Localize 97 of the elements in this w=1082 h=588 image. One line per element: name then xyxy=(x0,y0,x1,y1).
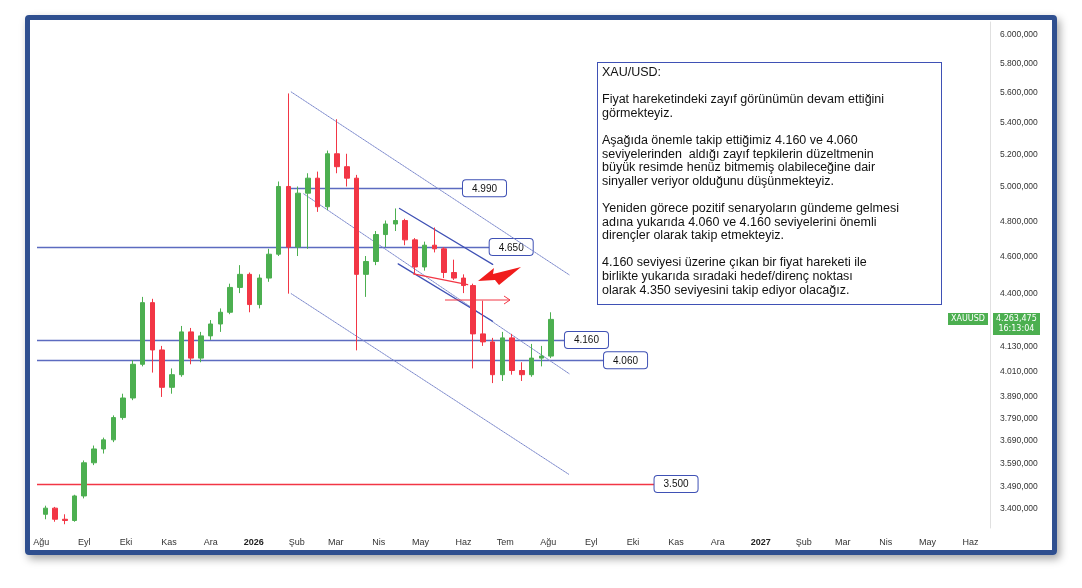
candlestick xyxy=(72,494,77,523)
ref-line-label: 4.990 xyxy=(471,182,498,194)
candlestick xyxy=(43,505,48,520)
candlestick xyxy=(480,300,486,347)
candlestick xyxy=(539,345,544,367)
x-tick-label: May xyxy=(918,536,937,547)
ref-line-label: 4.160 xyxy=(573,334,600,346)
x-tick-label: Ağu xyxy=(540,536,557,547)
y-tick-label: 6.000,000 xyxy=(1000,29,1039,40)
ref-line-label: 4.650 xyxy=(498,241,525,253)
candlestick xyxy=(325,150,330,211)
x-tick-label: May xyxy=(411,536,430,547)
candlestick xyxy=(470,283,476,369)
candlestick xyxy=(373,230,379,266)
candlestick xyxy=(529,343,534,378)
x-tick-label: Şub xyxy=(288,536,305,547)
y-tick-label: 3.690,000 xyxy=(1000,434,1039,445)
candlestick xyxy=(159,345,165,398)
candlestick xyxy=(305,172,311,250)
candlestick xyxy=(286,92,291,295)
x-tick-label: Ağu xyxy=(33,536,50,547)
candlestick xyxy=(227,283,233,315)
x-tick-label: Nis xyxy=(879,536,893,547)
candlestick xyxy=(81,459,87,499)
ref-line-label: 3.500 xyxy=(663,478,690,490)
x-tick-label: 2026 xyxy=(243,536,264,547)
y-tick-label: 3.490,000 xyxy=(1000,481,1039,492)
x-tick-label: Eyl xyxy=(585,536,598,547)
candlestick xyxy=(354,174,359,351)
candlestick xyxy=(188,327,194,365)
x-tick-label: Şub xyxy=(795,536,812,547)
y-tick-label: 4.130,000 xyxy=(1000,340,1039,351)
candlestick xyxy=(500,331,505,382)
x-tick-label: Mar xyxy=(834,536,851,547)
candlestick xyxy=(52,506,58,523)
x-tick-label: Haz xyxy=(455,536,472,547)
y-tick-label: 4.400,000 xyxy=(1000,288,1039,299)
candlestick xyxy=(344,153,350,187)
candlestick xyxy=(266,248,272,283)
y-tick-label: 4.600,000 xyxy=(1000,251,1039,262)
candlestick xyxy=(101,437,106,455)
candlestick xyxy=(150,298,155,374)
candlestick xyxy=(519,361,525,382)
candlestick xyxy=(422,241,427,272)
text-card: XAU/USD: Fiyat hareketindeki zayıf görünümün devam ettiğini görmekteyiz. Aşağıda önemle takip ettiğimiz 4.160 ve 4.060 seviyelerinden aldığı zayıf tepkilerin düzeltmenin büyük resimde henüz bitmemiş olabileceğine dair sinyaller veriyor olduğunu düşünmekteyiz. Yeniden görece pozitif senaryoların gündeme gelmesi adına yukarıda 4.060 ve 4.160 seviyelerini önemli dirençler olarak takip etmekteyiz. 4.160 seviyesi üzerine çıkan bir fiyat hareketi ile birlikte yukarıda sıradaki hedef/direnç noktası olarak 4.350 seviyesini takip ediyor olacağız. xyxy=(597,62,942,305)
x-tick-label: Kas xyxy=(161,536,178,547)
candlestick xyxy=(130,359,136,401)
x-tick-label: Eki xyxy=(626,536,640,547)
y-tick-label: 3.400,000 xyxy=(1000,503,1039,514)
candlestick xyxy=(218,307,223,333)
candlestick xyxy=(490,337,495,384)
y-tick-label: 3.590,000 xyxy=(1000,457,1039,468)
x-tick-label: Mar xyxy=(327,536,344,547)
candlestick xyxy=(432,227,437,253)
x-tick-label: Haz xyxy=(962,536,980,547)
y-tick-label: 5.600,000 xyxy=(1000,86,1039,97)
candlestick xyxy=(334,118,340,174)
x-tick-label: 2027 xyxy=(750,536,771,547)
candlestick xyxy=(179,325,184,378)
x-tick-label: Nis xyxy=(372,536,386,547)
y-tick-label: 5.400,000 xyxy=(1000,117,1039,128)
ref-line-label: 4.060 xyxy=(613,354,639,366)
x-tick-label: Ara xyxy=(710,536,725,547)
candlestick xyxy=(393,207,398,232)
candlestick xyxy=(140,296,145,367)
text: 4.263,475 16:13:04 xyxy=(993,313,1040,336)
candlestick xyxy=(247,272,252,313)
candlestick xyxy=(363,255,369,298)
y-tick-label: 3.790,000 xyxy=(1000,412,1039,423)
y-tick-label: 5.200,000 xyxy=(1000,148,1039,159)
x-tick-label: Tem xyxy=(496,536,514,547)
candlestick xyxy=(315,171,320,213)
x-tick-label: Eki xyxy=(119,536,133,547)
y-tick-label: 4.800,000 xyxy=(1000,215,1039,226)
candlestick xyxy=(383,220,388,248)
candlestick xyxy=(276,180,281,257)
candlestick xyxy=(257,273,262,309)
candlestick xyxy=(208,319,213,341)
x-tick-label: Eyl xyxy=(77,536,91,547)
candlestick xyxy=(198,331,204,363)
annotation: XAUUSD xyxy=(948,313,988,326)
candlestick xyxy=(120,393,126,421)
x-tick-label: Ara xyxy=(203,536,218,547)
candlestick xyxy=(509,333,515,376)
candlestick xyxy=(62,513,68,525)
candlestick xyxy=(111,414,116,443)
candlestick xyxy=(169,367,175,395)
candlestick xyxy=(295,185,301,257)
y-tick-label: 5.000,000 xyxy=(1000,181,1039,192)
y-tick-label: 3.890,000 xyxy=(1000,390,1039,401)
x-tick-label: Kas xyxy=(668,536,685,547)
candlestick xyxy=(91,445,97,466)
candlestick xyxy=(548,311,554,359)
candlestick xyxy=(237,264,243,294)
y-tick-label: 4.010,000 xyxy=(1000,365,1039,376)
candlestick xyxy=(402,218,408,246)
y-tick-label: 5.800,000 xyxy=(1000,57,1039,68)
